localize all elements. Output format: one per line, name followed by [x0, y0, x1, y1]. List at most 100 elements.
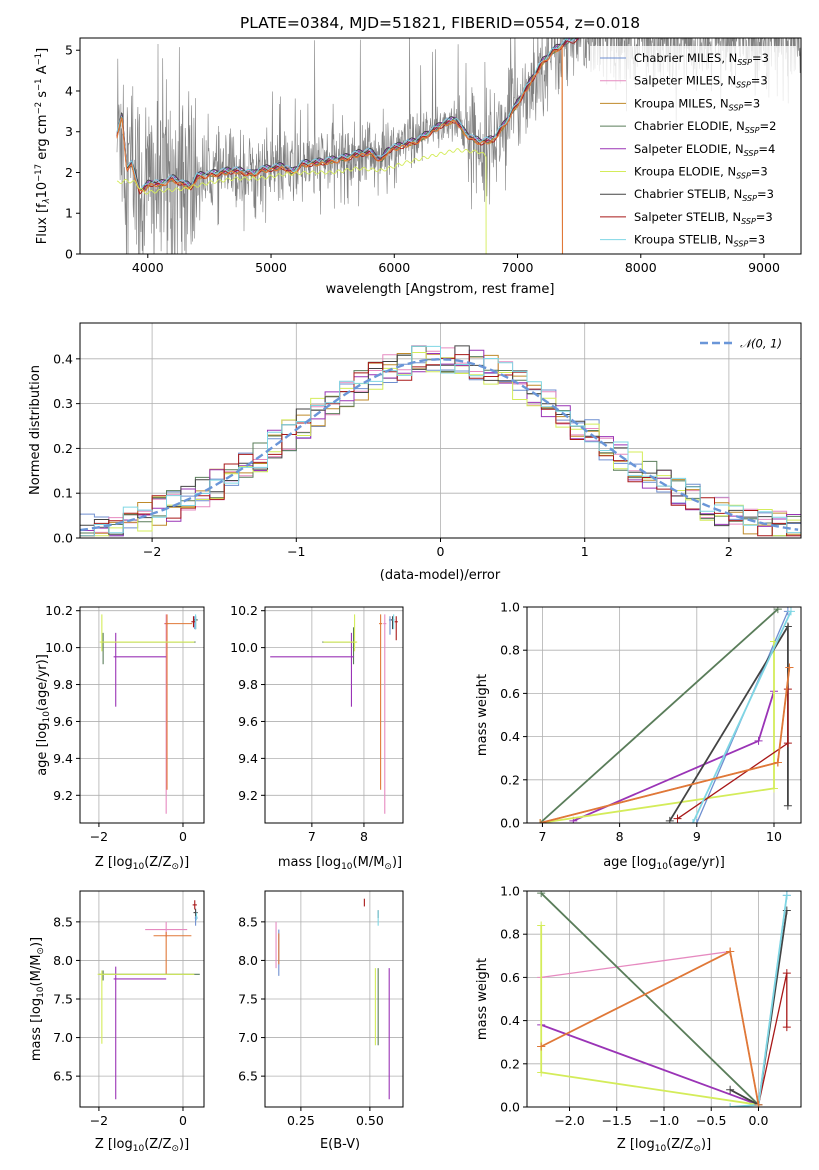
weight-plot-weight_vs_age — [536, 607, 795, 823]
y-tick-label: 10.0 — [230, 640, 258, 655]
x-tick-label: 0.25 — [287, 1113, 315, 1128]
label-part: mass [log — [29, 998, 44, 1061]
weight-point — [754, 1100, 763, 1107]
y-tick-label: 1 — [65, 206, 73, 221]
y-tick-label: 0.3 — [53, 396, 73, 411]
label-part: ] — [35, 48, 50, 53]
weight-point — [773, 758, 782, 767]
label-part: s — [35, 91, 50, 102]
x-tick-label: 5000 — [255, 260, 287, 275]
weight-line — [539, 641, 775, 823]
y-tick-label: 0 — [65, 247, 73, 262]
label-part: 10 — [42, 711, 52, 723]
y-tick-label: 9.6 — [53, 714, 73, 729]
x-tick-label: 0 — [437, 544, 445, 559]
label-part: (M/M — [353, 855, 385, 870]
y-axis-label: Normed distribution — [28, 365, 43, 495]
x-tick-label: 0 — [179, 1113, 187, 1128]
label-part: erg cm — [35, 114, 50, 163]
label-part: )] — [179, 1137, 189, 1152]
y-tick-label: 0.4 — [53, 351, 73, 366]
errorbar-plot-mass_vs_ebv — [275, 898, 390, 1100]
label-part: age [log — [603, 855, 656, 870]
model-line — [116, 38, 576, 191]
label-part: 10 — [341, 862, 353, 872]
label-part: Salpeter STELIB, N — [634, 210, 741, 224]
weight-point — [782, 969, 791, 978]
weight-point — [726, 1085, 735, 1094]
label-part: Salpeter MILES, N — [634, 74, 736, 88]
label-part: ⊙ — [171, 1144, 179, 1154]
y-tick-label: 9.4 — [53, 751, 73, 766]
weight-point — [537, 1068, 546, 1077]
y-tick-label: 10.2 — [45, 603, 73, 618]
y-axis-label: age [log10(age/yr)] — [35, 654, 52, 776]
label-part: Z [log — [95, 1137, 133, 1152]
label-part: (Z/Z — [144, 855, 171, 870]
weight-point — [665, 816, 674, 823]
axes-mass_vs_Z: −2 0 6.5 7.0 7.5 8.0 8.5 — [53, 891, 204, 1128]
label-part: 10 — [655, 1144, 667, 1154]
weight-point — [537, 891, 546, 898]
weight-line — [677, 689, 789, 820]
label-part: =3 — [743, 96, 760, 110]
weight-line — [572, 690, 775, 822]
weight-line — [540, 950, 760, 1105]
weight-point — [773, 607, 782, 614]
y-tick-label: 0.8 — [500, 927, 520, 942]
x-tick-label: 0.0 — [749, 1113, 769, 1128]
axes-frame — [79, 37, 802, 255]
errorbar-plot-age_vs_Z — [99, 614, 198, 814]
weight-point — [782, 1023, 791, 1032]
label-part: 10 — [36, 986, 46, 998]
x-axis-label: E(B-V) — [320, 1137, 360, 1152]
legend-entry: Kroupa STELIB, NSSP=3 — [634, 233, 765, 249]
label-part: Salpeter ELODIE, N — [634, 142, 744, 156]
axes-frame — [526, 890, 802, 1108]
weight-point — [754, 736, 763, 745]
label-part: SSP — [736, 81, 751, 90]
axes-residuals: −2 −1 0 1 2 0.0 0.1 0.2 0.3 0.4 — [53, 323, 801, 559]
weight-line — [757, 972, 788, 1105]
y-tick-label: 9.2 — [53, 788, 73, 803]
label-part: (Z/Z — [666, 1137, 693, 1152]
label-part: 10 — [133, 1144, 145, 1154]
label-part: λ — [42, 198, 52, 204]
x-tick-label: −0.5 — [696, 1113, 726, 1128]
label-part: SSP — [729, 103, 744, 112]
y-tick-label: 6.5 — [238, 1069, 258, 1084]
y-tick-label: 1.0 — [500, 600, 520, 615]
x-tick-label: 9 — [693, 829, 701, 844]
weight-line — [539, 608, 779, 823]
weight-plot-weight_vs_Z — [537, 891, 791, 1107]
errorbar-plot-mass_vs_Z — [97, 900, 200, 1100]
label-part: Kroupa MILES, N — [634, 96, 729, 110]
spectrum-plot — [116, 38, 801, 254]
label-part: SSP — [744, 149, 759, 158]
label-part: (age/yr)] — [35, 654, 50, 711]
label-part: )] — [392, 855, 402, 870]
label-part: SSP — [737, 58, 752, 67]
x-tick-label: 8 — [616, 829, 624, 844]
x-tick-label: 0 — [179, 829, 187, 844]
label-part: −1 — [34, 53, 44, 66]
weight-point — [537, 921, 546, 930]
y-tick-label: 4 — [65, 83, 73, 98]
x-tick-label: −1 — [287, 544, 305, 559]
label-part: SSP — [742, 194, 757, 203]
x-tick-label: −2.0 — [554, 1113, 584, 1128]
legend-box — [590, 46, 796, 246]
y-tick-label: 8.0 — [238, 953, 258, 968]
label-part: (M/M — [29, 955, 44, 987]
y-tick-label: 8.5 — [53, 914, 73, 929]
label-part: SSP — [736, 172, 751, 181]
label-part: ⊙ — [384, 862, 392, 872]
x-tick-label: −1.5 — [602, 1113, 632, 1128]
label-part: =3 — [756, 210, 773, 224]
y-tick-label: 7.5 — [238, 992, 258, 1007]
y-tick-label: 0.0 — [53, 531, 73, 546]
residual-plot — [80, 345, 801, 537]
label-part: ⊙ — [36, 947, 46, 955]
weight-line — [540, 892, 760, 1106]
axes-weight_vs_Z: −2.0 −1.5 −1.0 −0.5 0.0 0.0 0.2 0.4 0.6 0.8 1.0 — [500, 884, 801, 1128]
